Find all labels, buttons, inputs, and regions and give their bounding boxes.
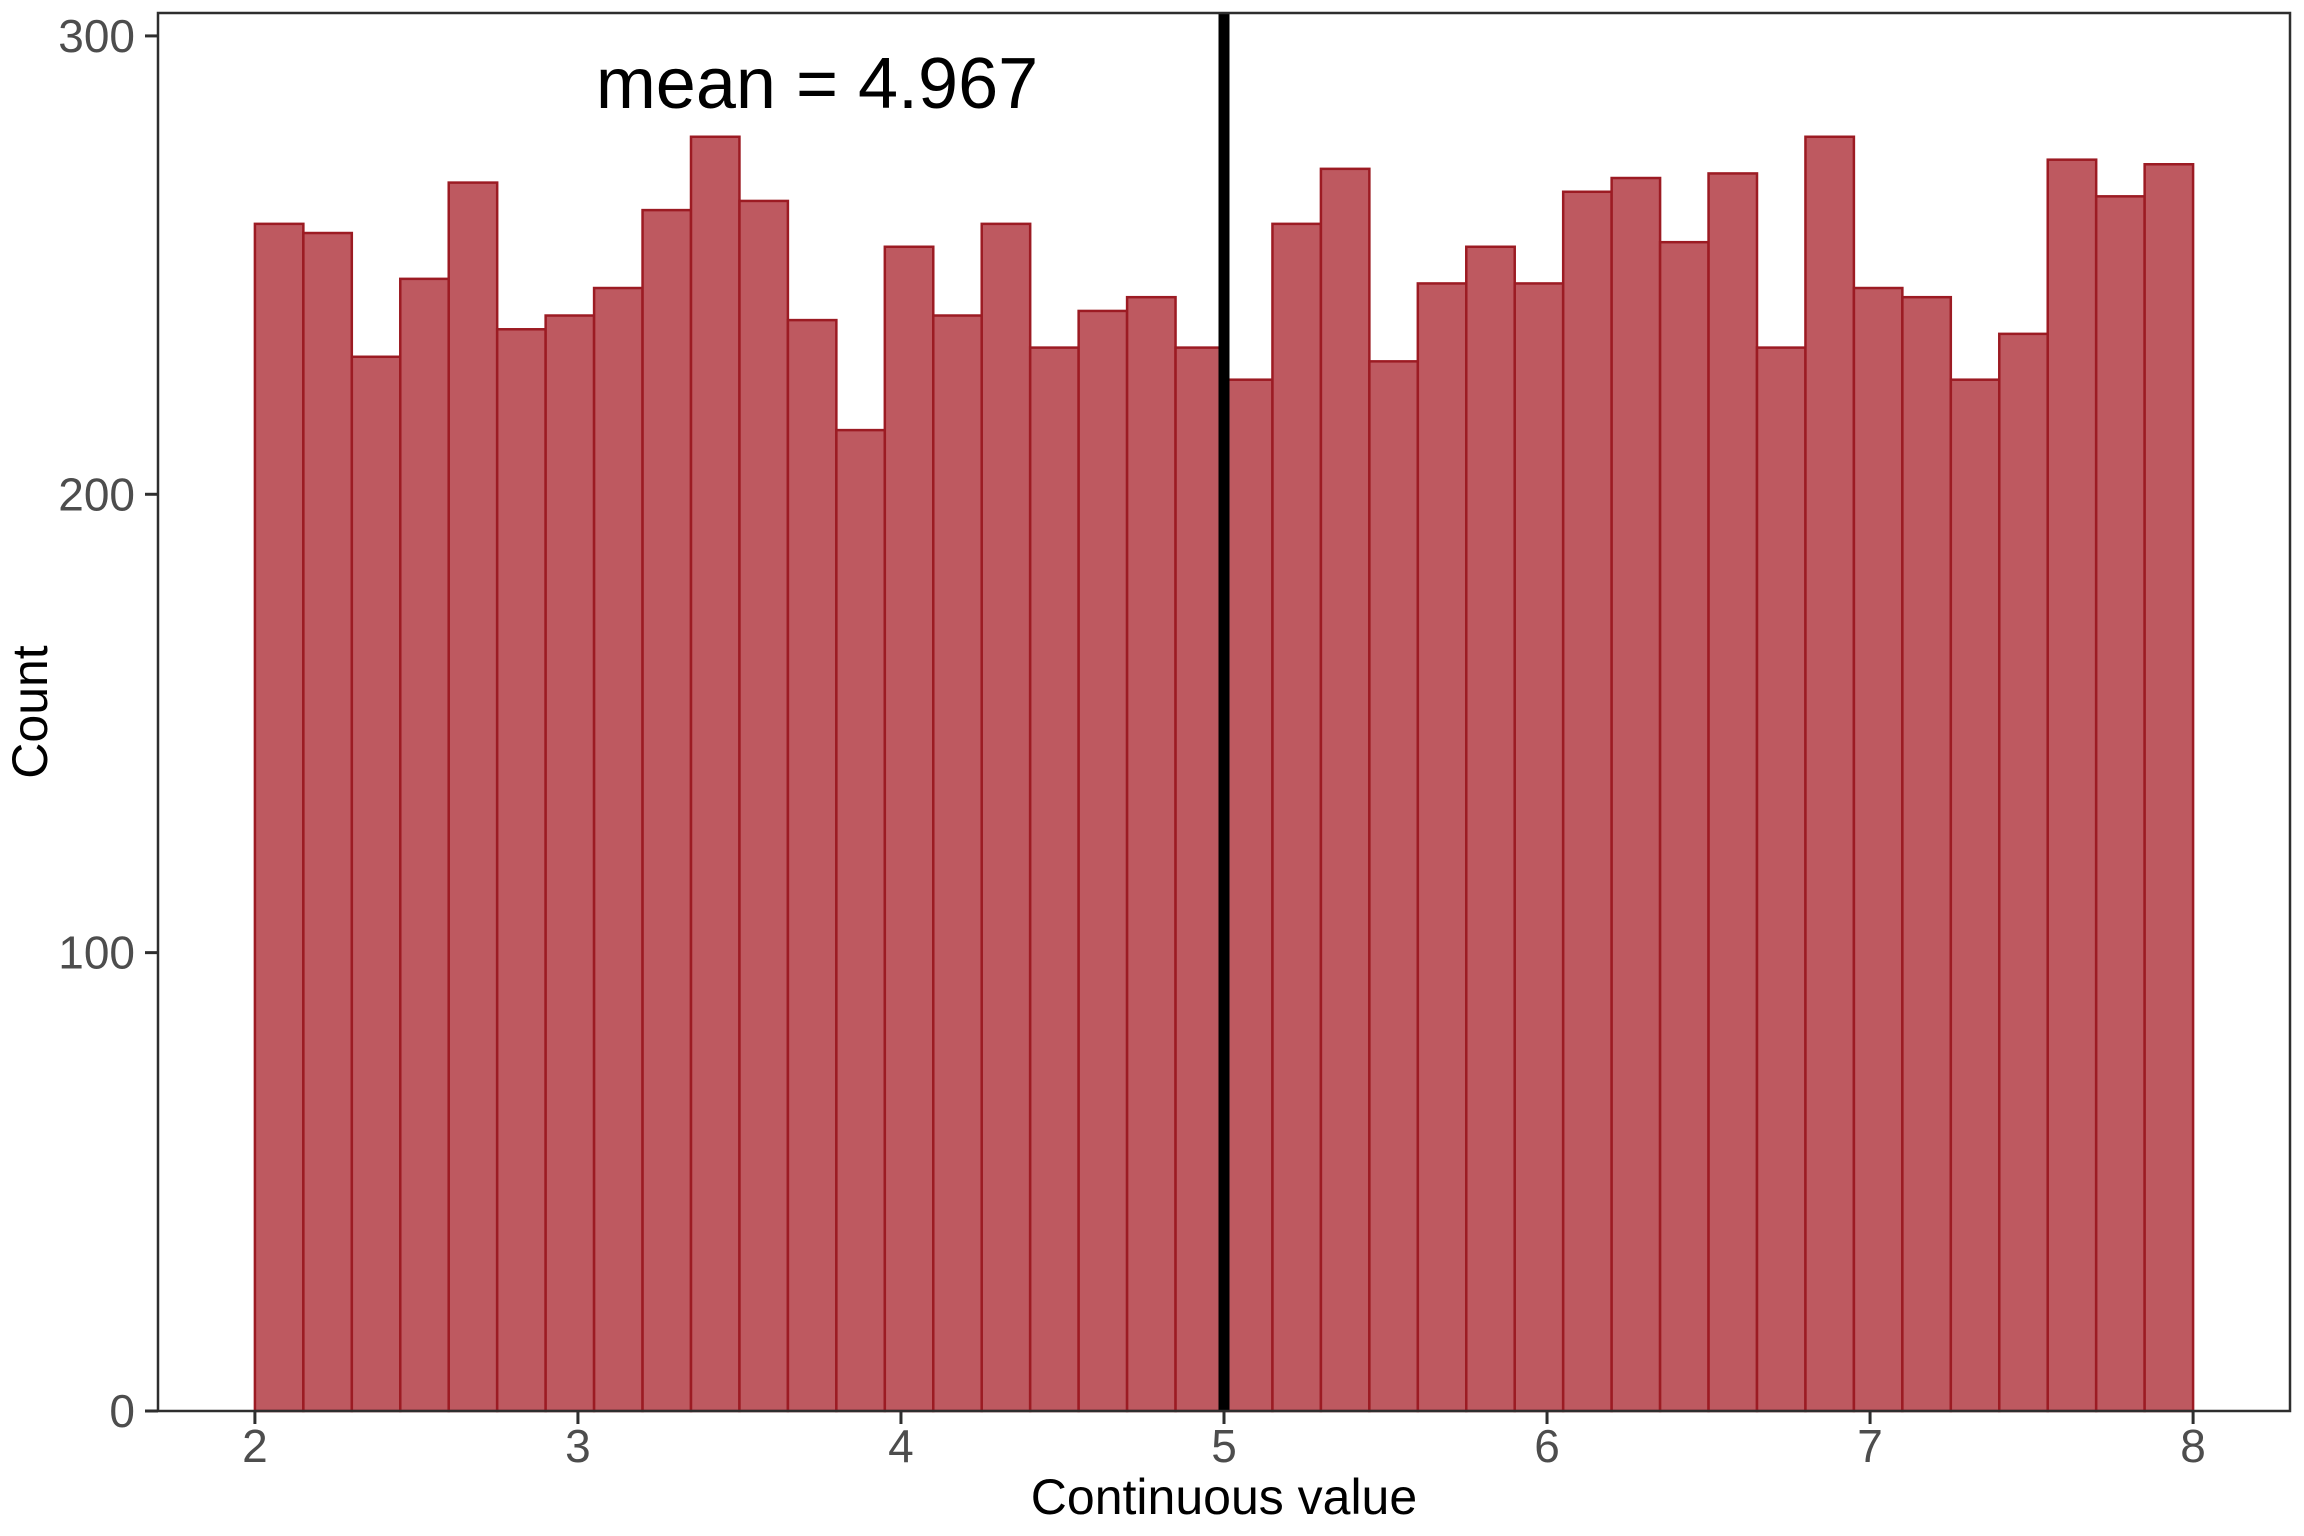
histogram-bar: [350, 355, 402, 1413]
histogram-bar: [447, 181, 499, 1413]
histogram-bar: [1852, 286, 1904, 1413]
histogram-bar: [1610, 176, 1662, 1413]
histogram-bar: [1125, 295, 1177, 1413]
x-tick-label: 2: [242, 1420, 268, 1472]
histogram-bar: [1028, 346, 1080, 1413]
histogram-bar: [932, 314, 983, 1413]
histogram-bar: [1804, 135, 1856, 1413]
histogram-bar: [399, 277, 450, 1413]
y-tick-label: 200: [58, 468, 135, 520]
histogram-bar: [1513, 282, 1565, 1413]
histogram-bar: [1949, 378, 2001, 1413]
y-tick-label: 0: [109, 1385, 135, 1437]
histogram-bar: [544, 314, 596, 1413]
histogram-bar: [1319, 167, 1371, 1413]
y-axis: 0 100 200 300: [58, 10, 158, 1437]
histogram-bar: [786, 318, 838, 1413]
histogram-bar: [2094, 195, 2146, 1413]
histogram-bar: [302, 231, 354, 1413]
histogram-bar: [1077, 309, 1129, 1413]
x-tick-label: 3: [565, 1420, 591, 1472]
mean-annotation: mean = 4.967: [596, 44, 1038, 124]
x-tick-label: 4: [888, 1420, 914, 1472]
histogram-bar: [1561, 190, 1613, 1413]
histogram-bar: [495, 328, 547, 1413]
x-axis-title: Continuous value: [1031, 1469, 1417, 1525]
histogram-bar: [1368, 360, 1420, 1413]
y-tick-label: 300: [58, 10, 135, 62]
histogram-bar: [592, 286, 644, 1413]
histogram-bar: [1998, 332, 2049, 1413]
histogram-bar: [2143, 163, 2195, 1413]
histogram-bar: [2046, 158, 2098, 1413]
histogram-bar: [980, 222, 1032, 1413]
histogram-bar: [1271, 222, 1323, 1413]
histogram-bar: [1222, 378, 1274, 1413]
x-axis: 2 3 4 5 6 7 8: [242, 1411, 2206, 1472]
bars-group: [253, 135, 2195, 1413]
x-tick-label: 8: [2180, 1420, 2206, 1472]
histogram-bar: [835, 428, 887, 1413]
histogram-bar: [1658, 240, 1710, 1413]
x-tick-label: 7: [1857, 1420, 1883, 1472]
histogram-bar: [1707, 172, 1759, 1413]
histogram-bar: [1416, 282, 1468, 1413]
x-tick-label: 5: [1211, 1420, 1237, 1472]
histogram-bar: [253, 222, 305, 1413]
histogram-bar: [1465, 245, 1516, 1413]
histogram-bar: [1901, 295, 1953, 1413]
histogram-bar: [641, 208, 693, 1413]
y-tick-label: 100: [58, 927, 135, 979]
histogram-bar: [1755, 346, 1807, 1413]
histogram-bar: [738, 199, 790, 1413]
x-tick-label: 6: [1534, 1420, 1560, 1472]
histogram-bar: [1174, 346, 1226, 1413]
histogram-bar: [689, 135, 741, 1413]
y-axis-title: Count: [2, 645, 58, 779]
histogram-bar: [883, 245, 935, 1413]
